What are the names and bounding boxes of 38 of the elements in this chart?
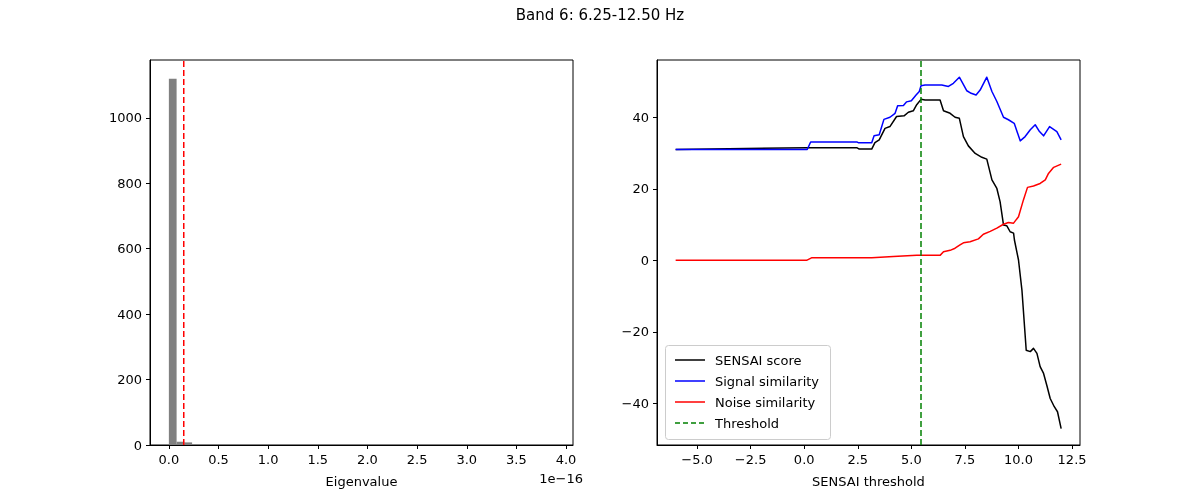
- x-tick-label: 12.5: [1057, 452, 1087, 467]
- y-tick-label: 20: [632, 181, 649, 197]
- x-tick-label: 3.5: [506, 452, 527, 467]
- text: 1e−16: [539, 471, 584, 486]
- line-series: [674, 76, 1062, 151]
- y-tick-label: 1000: [108, 110, 142, 126]
- x-tick-label: 2.5: [847, 452, 869, 467]
- y-tick-label: −20: [621, 324, 649, 340]
- legend-label: Signal similarity: [715, 373, 820, 389]
- y-tick-label: 0: [640, 252, 649, 268]
- y-tick-label: 0: [133, 437, 142, 453]
- legend-label: Noise similarity: [715, 394, 816, 410]
- legend-label: Threshold: [714, 415, 780, 431]
- x-tick-label: 4.0: [555, 452, 577, 467]
- x-tick-label: 0.0: [158, 452, 180, 467]
- y-tick-label: 40: [632, 109, 649, 125]
- x-tick-label: 10.0: [1004, 452, 1033, 467]
- x-tick-label: 1.0: [257, 452, 279, 467]
- y-tick-label: 400: [117, 306, 142, 322]
- x-axis-title: SENSAI threshold: [812, 474, 925, 489]
- line-series: [674, 163, 1062, 262]
- x-tick-label: 1.5: [307, 452, 329, 467]
- x-tick-label: 2.5: [406, 452, 428, 467]
- y-tick-label: 200: [117, 372, 142, 388]
- x-tick-label: 0.5: [208, 452, 229, 467]
- y-tick-label: 600: [117, 241, 142, 257]
- y-tick-label: −40: [621, 395, 649, 411]
- x-tick-label: −2.5: [734, 452, 767, 467]
- x-tick-label: 3.0: [456, 452, 478, 467]
- legend-label: SENSAI score: [715, 352, 802, 368]
- chart-title: Band 6: 6.25-12.50 Hz: [514, 6, 686, 24]
- x-tick-label: 5.0: [901, 452, 922, 467]
- x-tick-label: −5.0: [681, 452, 713, 467]
- x-tick-label: 0.0: [793, 452, 815, 467]
- x-tick-label: 7.5: [954, 452, 976, 467]
- y-tick-label: 800: [117, 175, 142, 191]
- x-axis-title: Eigenvalue: [325, 474, 398, 489]
- x-tick-label: 2.0: [357, 452, 378, 467]
